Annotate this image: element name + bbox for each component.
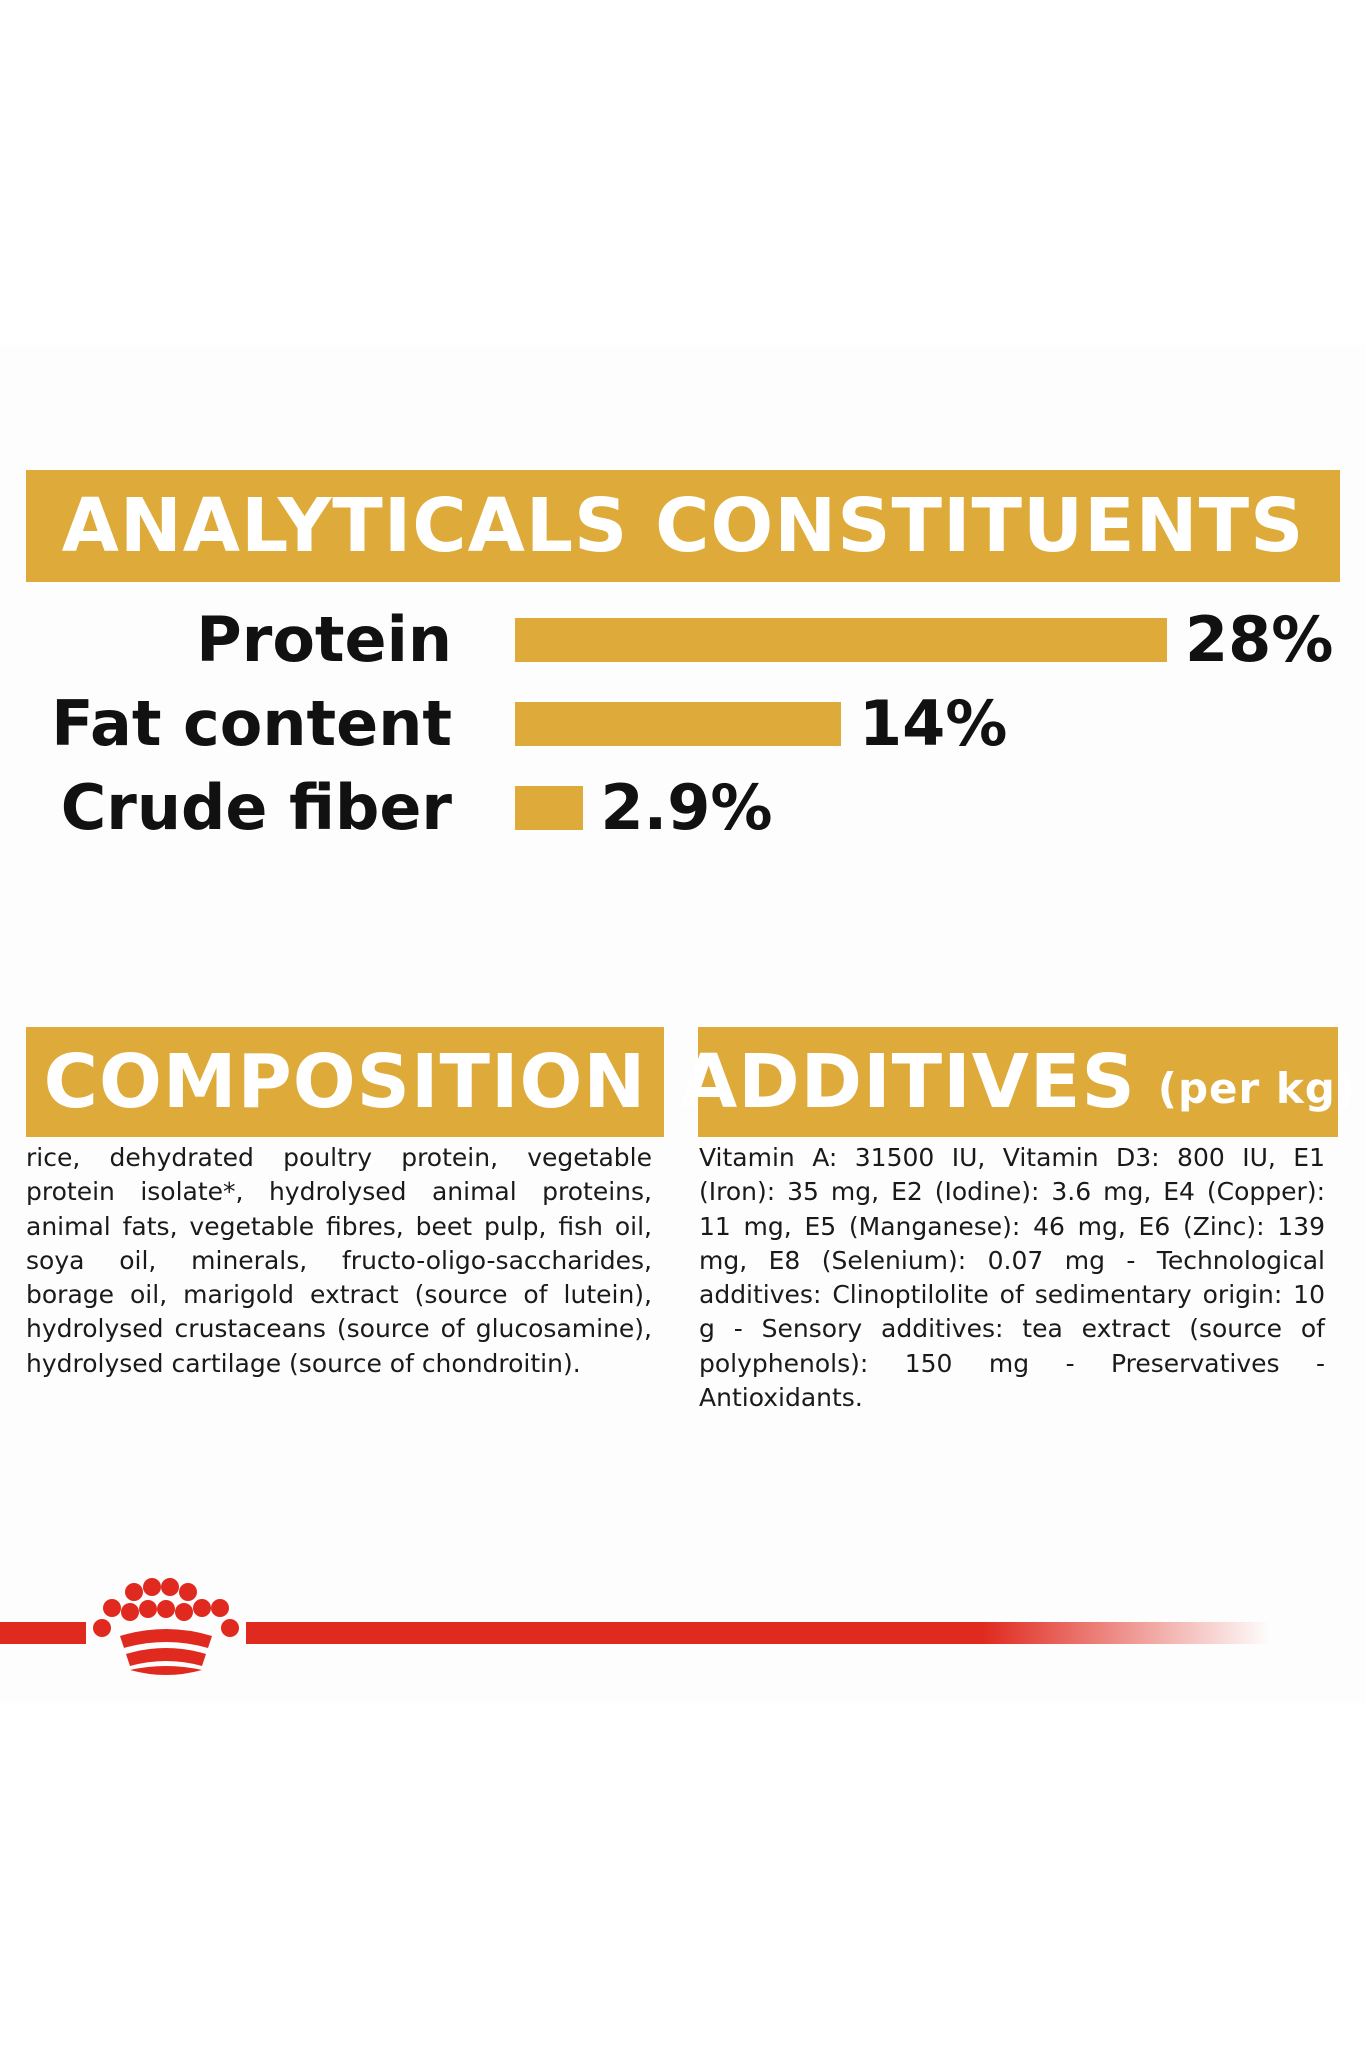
bar-value-label: 14%: [859, 687, 1008, 760]
bar-label: Crude fiber: [60, 771, 452, 844]
bar-label: Protein: [196, 603, 452, 676]
additives-text: Vitamin A: 31500 IU, Vitamin D3: 800 IU,…: [699, 1143, 1325, 1413]
composition-banner: COMPOSITION: [26, 1027, 664, 1137]
bar: [515, 786, 583, 830]
additives-unit: (per kg): [1157, 1063, 1357, 1113]
analytical-banner: ANALYTICALS CONSTITUENTS: [26, 470, 1340, 582]
crown-icon: [93, 1578, 239, 1675]
additives-title: ADDITIVES: [679, 1039, 1136, 1125]
composition-text: rice, dehydrated poultry protein, vegeta…: [26, 1143, 652, 1378]
bar-label: Fat content: [51, 687, 452, 760]
brand-divider: [0, 1622, 1365, 1644]
analytical-title: ANALYTICALS CONSTITUENTS: [61, 483, 1305, 569]
divider-line-left: [0, 1622, 86, 1644]
bar-value-label: 28%: [1185, 603, 1334, 676]
composition-title: COMPOSITION: [43, 1039, 647, 1125]
bar: [515, 618, 1167, 662]
additives-banner: ADDITIVES (per kg): [680, 1027, 1355, 1137]
divider-line-right: [246, 1622, 1270, 1644]
bar: [515, 702, 841, 746]
bar-value-label: 2.9%: [600, 771, 773, 844]
